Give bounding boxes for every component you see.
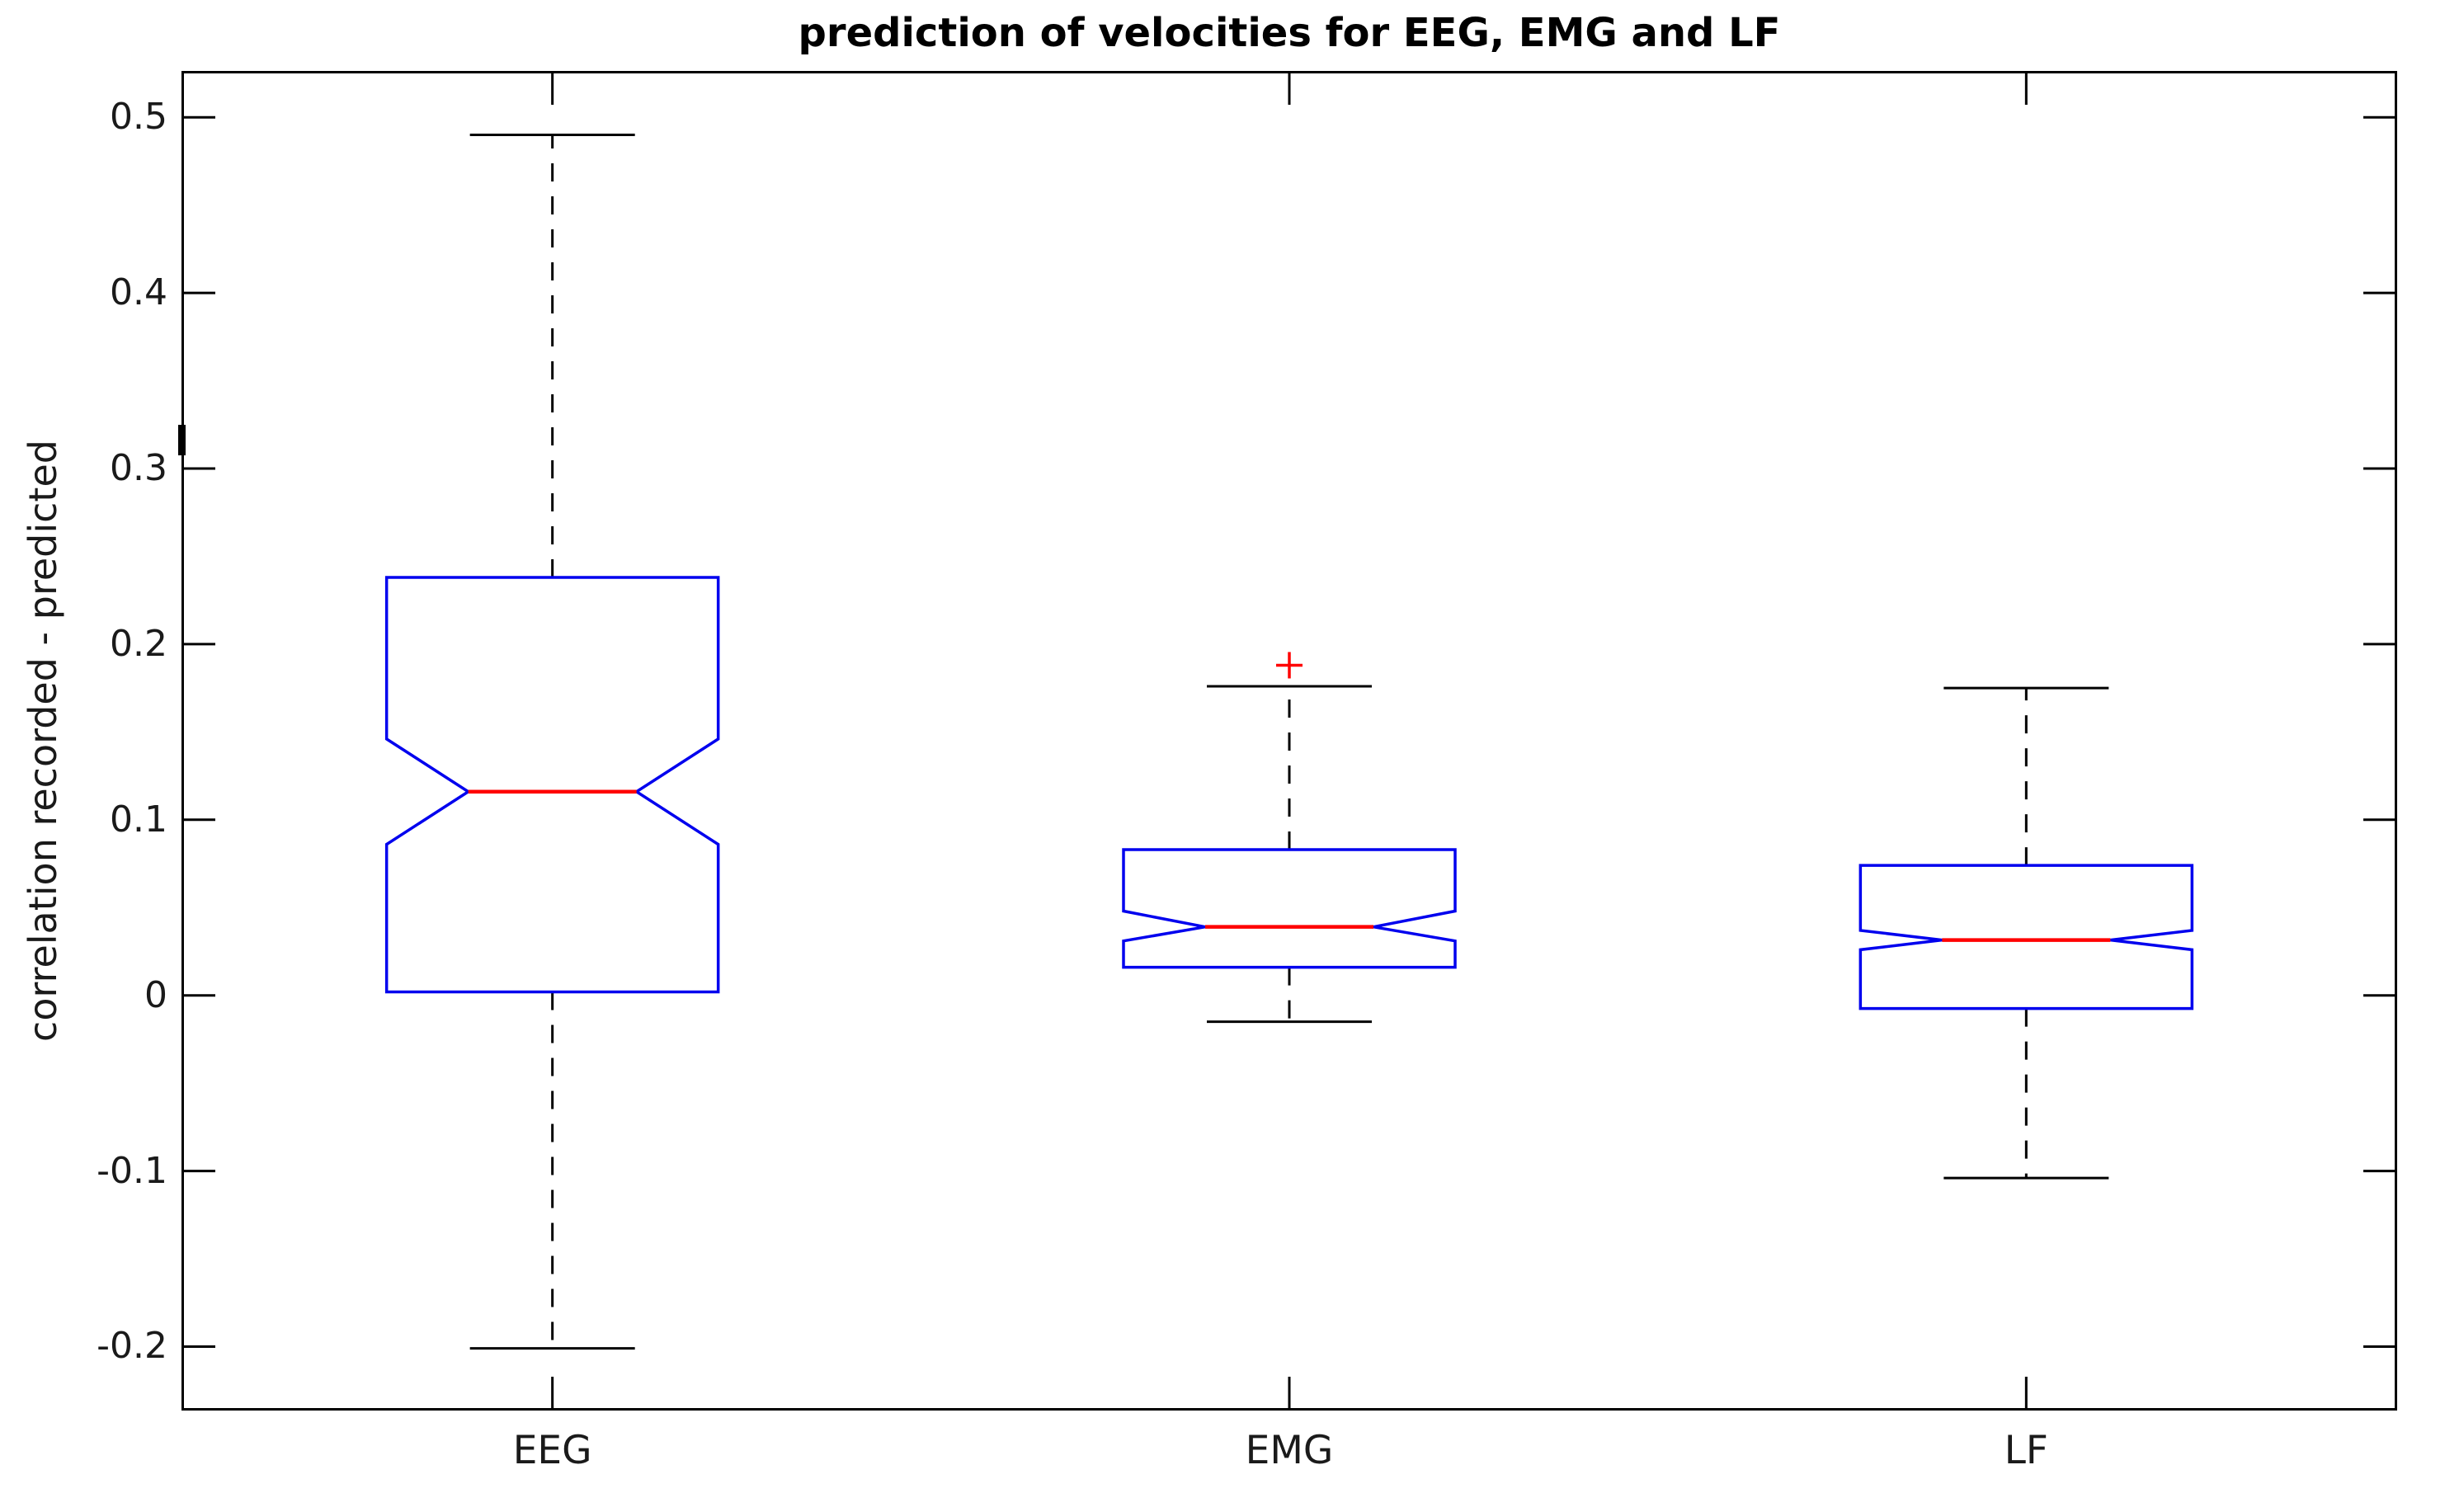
plot-area bbox=[181, 71, 2397, 1411]
notched-box-LF bbox=[1858, 864, 2194, 1010]
y-tick-label: -0.1 bbox=[97, 1149, 167, 1192]
x-tick-label: EEG bbox=[512, 1428, 592, 1473]
y-tick-label: 0.4 bbox=[110, 271, 167, 314]
y-tick-label: 0 bbox=[144, 973, 167, 1016]
spine-smudge bbox=[178, 425, 186, 455]
boxplot-canvas bbox=[184, 73, 2395, 1408]
x-tick-label: EMG bbox=[1245, 1428, 1334, 1473]
y-tick-label: 0.3 bbox=[110, 447, 167, 489]
y-tick-label: -0.2 bbox=[97, 1325, 167, 1368]
y-tick-label: 0.2 bbox=[110, 622, 167, 665]
notched-box-EMG bbox=[1122, 848, 1457, 969]
y-axis-label: correlation recorded - predicted bbox=[21, 440, 65, 1042]
y-tick-label: 0.1 bbox=[110, 798, 167, 841]
notched-box-EEG bbox=[384, 576, 720, 994]
x-tick-label: LF bbox=[2004, 1428, 2048, 1473]
y-tick-label: 0.5 bbox=[110, 96, 167, 139]
plot-title: prediction of velocities for EEG, EMG an… bbox=[798, 10, 1781, 56]
